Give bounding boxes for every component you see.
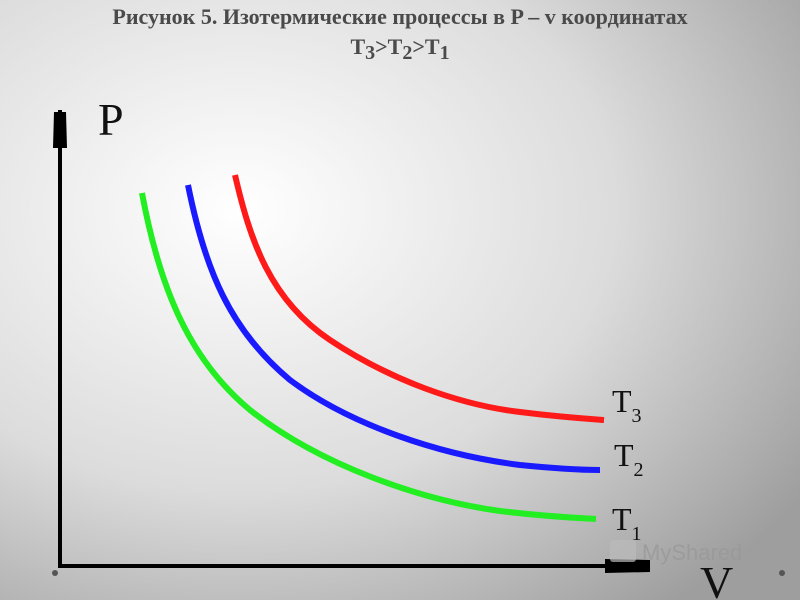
curve-index: 1 bbox=[632, 523, 642, 545]
curve-letter: T bbox=[614, 437, 634, 473]
y-axis-label: P bbox=[98, 94, 124, 145]
curve-letter: T bbox=[612, 501, 632, 537]
curve-index: 3 bbox=[632, 405, 642, 427]
curve-index: 2 bbox=[634, 459, 644, 481]
curve-letter: T bbox=[612, 383, 632, 419]
subtitle-text: >T bbox=[412, 34, 440, 59]
title: Рисунок 5. Изотермические процессы в P –… bbox=[112, 4, 687, 29]
isotherm-t2 bbox=[185, 184, 601, 473]
isotherm-t1 bbox=[139, 192, 597, 522]
subtitle: T3>T2>T1 bbox=[350, 34, 449, 64]
dot bbox=[779, 570, 785, 576]
dot bbox=[52, 570, 58, 576]
watermark-icon bbox=[610, 540, 636, 562]
curve-label: T3 bbox=[612, 383, 642, 427]
curve-label: T2 bbox=[614, 437, 644, 481]
watermark: MyShared bbox=[642, 540, 742, 565]
subtitle-sub: 1 bbox=[440, 42, 450, 64]
x-axis-label: V bbox=[700, 557, 733, 600]
y-arrow bbox=[53, 112, 67, 148]
subtitle-sub: 3 bbox=[365, 42, 375, 64]
x-arrow bbox=[605, 559, 650, 573]
subtitle-text: T bbox=[350, 34, 365, 59]
curve-label: T1 bbox=[612, 501, 642, 545]
subtitle-text: >T bbox=[375, 34, 403, 59]
isotherm-t3 bbox=[232, 174, 605, 423]
subtitle-sub: 2 bbox=[402, 42, 412, 64]
